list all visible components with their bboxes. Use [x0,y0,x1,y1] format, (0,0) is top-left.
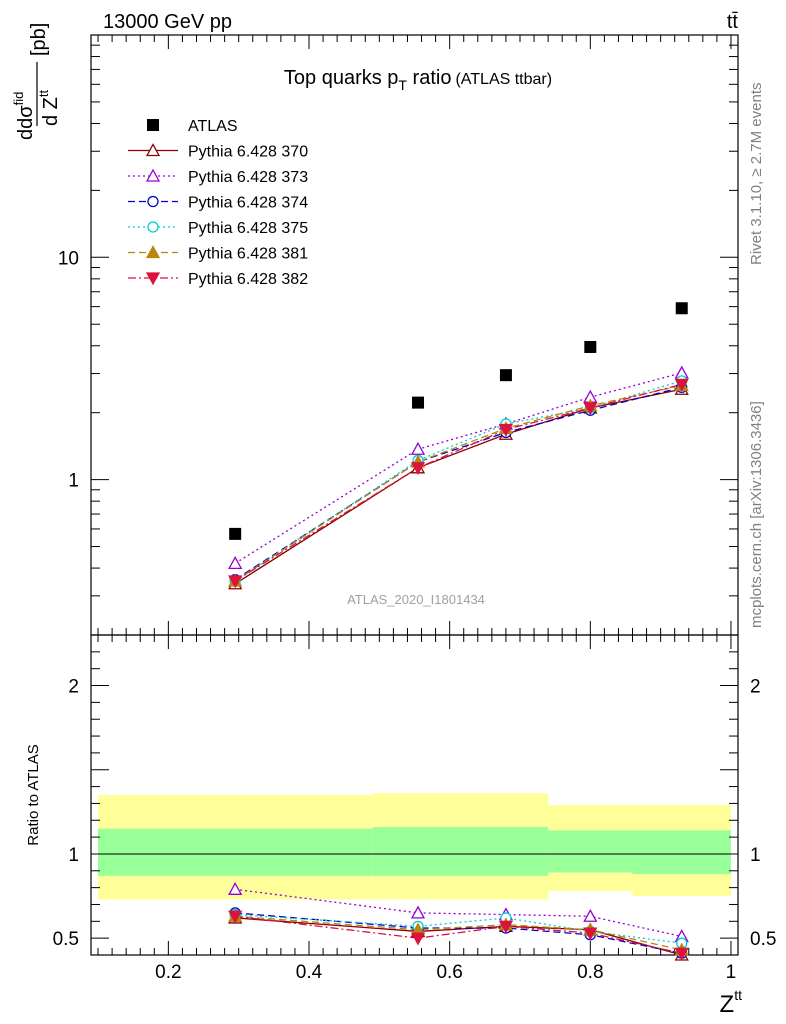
process-label: tt̄ [727,11,739,33]
point-p382 [410,462,426,476]
y-tick-label-ratio: 2 [68,677,79,698]
rivet-label: Rivet 3.1.10, ≥ 2.7M events [748,83,765,266]
legend-marker-p374 [147,195,159,208]
ylabel-d: d [15,129,37,140]
series-line-p375 [234,380,682,582]
axis-ticks: 0.2 0.4 0.6 0.8 1 1 10 0.5 0.5 1 1 2 2 [53,35,776,983]
point-p373 [410,441,426,455]
legend: ATLAS Pythia 6.428 370 Pythia 6.428 373 Pyt… [128,118,308,288]
mcplots-label: mcplots.cern.ch [arXiv:1306.3436] [748,401,765,628]
y-axis-label-ratio: Ratio to ATLAS [25,744,42,845]
point-p382 [674,378,689,392]
ratio-band-inner-0 [98,828,373,876]
point-atlas [675,302,688,315]
legend-marker-p381 [145,245,161,259]
ylabel-unit: [pb] [28,23,50,56]
legend-marker-p382 [145,272,161,286]
point-p382 [583,402,598,416]
ratio-bands [91,793,738,900]
point-p373 [228,556,243,570]
ratio-frame [90,634,739,956]
y-tick-label-ratio: 1 [68,845,79,866]
ratio-point-p373 [410,905,426,919]
ratio-band-inner-1 [372,827,549,876]
x-axis-label: Ztt [720,987,743,1018]
ratio-point-p382 [583,927,598,941]
ylabel-den: d Z [40,97,62,126]
chart-title: Top quarks pT ratio (ATLAS ttbar) [284,67,552,93]
ratio-line-p374 [235,912,682,954]
x-tick-label: 0.8 [577,962,603,983]
ylabel-den-sup: tt [36,89,51,97]
legend-label-atlas: ATLAS [188,118,238,135]
svg-text:d Ztt: d Ztt [36,89,62,126]
legend-label-p370: Pythia 6.428 370 [188,144,308,161]
x-tick-label: 1 [726,962,737,983]
ratio-line-p370 [235,917,682,956]
xlabel-sup: tt [734,987,742,1003]
y-tick-label-ratio: 0.5 [53,929,79,950]
legend-label-p373: Pythia 6.428 373 [188,169,308,186]
point-atlas [499,369,512,382]
y-tick-label-top: 10 [58,248,79,269]
ratio-point-p382 [674,947,689,961]
legend-marker-p373 [145,168,161,182]
series-line-p374 [234,386,682,581]
x-tick-label: 0.4 [296,962,323,983]
watermark: ATLAS_2020_I1801434 [347,592,485,607]
energy-label: 13000 GeV pp [103,11,232,33]
point-p382 [498,423,514,437]
ratio-point-p373 [228,881,243,895]
chart-title-rest: ratio [407,67,451,89]
series-markers [228,302,689,961]
ratio-point-p382 [498,920,514,934]
x-tick-label: 0.6 [436,962,462,983]
legend-marker-p375 [147,221,159,233]
legend-label-p375: Pythia 6.428 375 [188,220,308,237]
ratio-point-p373 [583,908,598,922]
legend-label-p381: Pythia 6.428 381 [188,246,308,263]
legend-marker-atlas [147,119,159,131]
ylabel-num: dσ [15,105,37,129]
chart-title-main: Top quarks p [284,67,399,89]
chart-title-sub: T [398,77,407,93]
y-axis-label-top: ddσfid d Ztt [pb] [11,23,62,140]
point-atlas [584,340,597,353]
legend-label-p374: Pythia 6.428 374 [188,195,308,212]
y-tick-label-ratio-right: 2 [750,677,761,698]
x-tick-label: 0.2 [155,962,181,983]
y-tick-label-top: 1 [68,471,79,492]
ratio-band-inner-3 [632,830,731,875]
point-p382 [228,575,243,589]
series-line-p382 [234,383,682,582]
point-atlas [229,527,242,540]
xlabel-main: Z [720,991,735,1018]
legend-marker-p370 [145,143,161,157]
svg-text:ddσfid: ddσfid [11,92,37,140]
series-line-p370 [234,388,682,585]
point-atlas [412,396,425,409]
y-tick-label-ratio-right: 0.5 [750,929,776,950]
legend-label-p382: Pythia 6.428 382 [188,271,308,288]
ratio-point-p382 [228,910,243,924]
ratio-point-p382 [410,932,426,946]
ylabel-num-sup: fid [11,92,26,106]
ratio-band-inner-2 [548,830,633,873]
ratio-line-p381 [235,915,682,951]
y-tick-label-ratio-right: 1 [750,845,761,866]
chart-title-paren: (ATLAS ttbar) [455,71,552,88]
series-line-p381 [234,384,682,582]
